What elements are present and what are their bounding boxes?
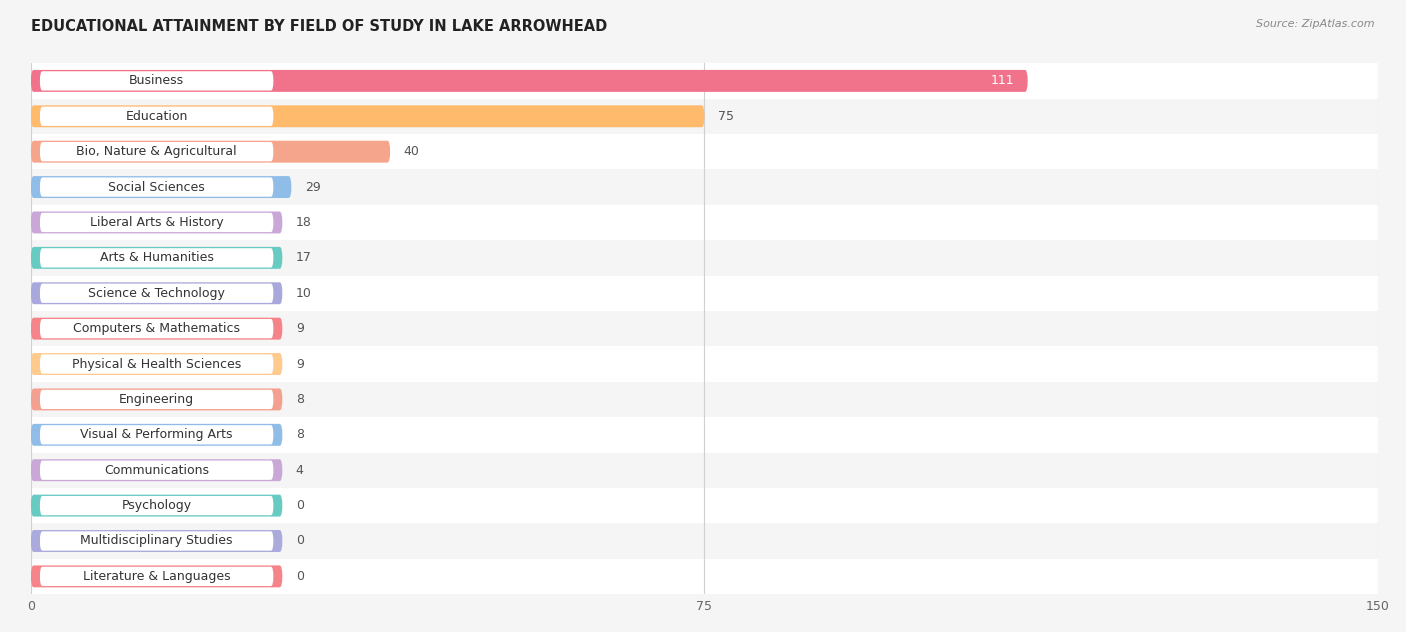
FancyBboxPatch shape [31, 530, 283, 552]
Text: 75: 75 [718, 110, 734, 123]
Text: Computers & Mathematics: Computers & Mathematics [73, 322, 240, 335]
Text: Literature & Languages: Literature & Languages [83, 570, 231, 583]
Text: 4: 4 [295, 464, 304, 477]
FancyBboxPatch shape [31, 176, 291, 198]
Text: 9: 9 [295, 358, 304, 370]
FancyBboxPatch shape [39, 461, 273, 480]
FancyBboxPatch shape [39, 213, 273, 232]
Text: Source: ZipAtlas.com: Source: ZipAtlas.com [1257, 19, 1375, 29]
FancyBboxPatch shape [39, 178, 273, 197]
FancyBboxPatch shape [31, 566, 283, 587]
Bar [31, 417, 1378, 453]
FancyBboxPatch shape [39, 319, 273, 338]
FancyBboxPatch shape [39, 496, 273, 515]
Text: 9: 9 [295, 322, 304, 335]
Bar [31, 276, 1378, 311]
Bar [31, 311, 1378, 346]
FancyBboxPatch shape [39, 390, 273, 409]
FancyBboxPatch shape [39, 142, 273, 161]
Bar [31, 205, 1378, 240]
Text: Engineering: Engineering [120, 393, 194, 406]
Text: Education: Education [125, 110, 188, 123]
Text: Physical & Health Sciences: Physical & Health Sciences [72, 358, 242, 370]
Text: Liberal Arts & History: Liberal Arts & History [90, 216, 224, 229]
Bar [31, 453, 1378, 488]
Text: Science & Technology: Science & Technology [89, 287, 225, 300]
FancyBboxPatch shape [39, 71, 273, 90]
FancyBboxPatch shape [31, 283, 283, 304]
Text: 0: 0 [295, 535, 304, 547]
FancyBboxPatch shape [39, 532, 273, 550]
FancyBboxPatch shape [31, 212, 283, 233]
Bar [31, 346, 1378, 382]
FancyBboxPatch shape [39, 567, 273, 586]
FancyBboxPatch shape [39, 248, 273, 267]
Bar [31, 63, 1378, 99]
Text: Arts & Humanities: Arts & Humanities [100, 252, 214, 264]
Text: 0: 0 [295, 570, 304, 583]
Text: 40: 40 [404, 145, 419, 158]
FancyBboxPatch shape [31, 247, 283, 269]
FancyBboxPatch shape [31, 353, 283, 375]
Text: 111: 111 [991, 75, 1014, 87]
Bar [31, 169, 1378, 205]
FancyBboxPatch shape [31, 70, 1028, 92]
FancyBboxPatch shape [39, 107, 273, 126]
FancyBboxPatch shape [31, 495, 283, 516]
Text: Multidisciplinary Studies: Multidisciplinary Studies [80, 535, 233, 547]
Text: 8: 8 [295, 393, 304, 406]
FancyBboxPatch shape [31, 389, 283, 410]
FancyBboxPatch shape [39, 425, 273, 444]
FancyBboxPatch shape [31, 141, 389, 162]
Text: 17: 17 [295, 252, 312, 264]
Bar [31, 559, 1378, 594]
Text: 18: 18 [295, 216, 312, 229]
Text: Communications: Communications [104, 464, 209, 477]
Text: 8: 8 [295, 428, 304, 441]
FancyBboxPatch shape [31, 459, 283, 481]
FancyBboxPatch shape [31, 318, 283, 339]
Text: 0: 0 [295, 499, 304, 512]
Text: Business: Business [129, 75, 184, 87]
Text: Bio, Nature & Agricultural: Bio, Nature & Agricultural [76, 145, 238, 158]
Bar [31, 523, 1378, 559]
Bar [31, 240, 1378, 276]
Text: EDUCATIONAL ATTAINMENT BY FIELD OF STUDY IN LAKE ARROWHEAD: EDUCATIONAL ATTAINMENT BY FIELD OF STUDY… [31, 19, 607, 34]
Bar [31, 488, 1378, 523]
Bar [31, 134, 1378, 169]
Bar [31, 99, 1378, 134]
FancyBboxPatch shape [39, 355, 273, 374]
Text: Psychology: Psychology [121, 499, 191, 512]
Text: Visual & Performing Arts: Visual & Performing Arts [80, 428, 233, 441]
FancyBboxPatch shape [31, 106, 704, 127]
Text: 10: 10 [295, 287, 312, 300]
FancyBboxPatch shape [39, 284, 273, 303]
Text: 29: 29 [305, 181, 321, 193]
FancyBboxPatch shape [31, 424, 283, 446]
Text: Social Sciences: Social Sciences [108, 181, 205, 193]
Bar [31, 382, 1378, 417]
